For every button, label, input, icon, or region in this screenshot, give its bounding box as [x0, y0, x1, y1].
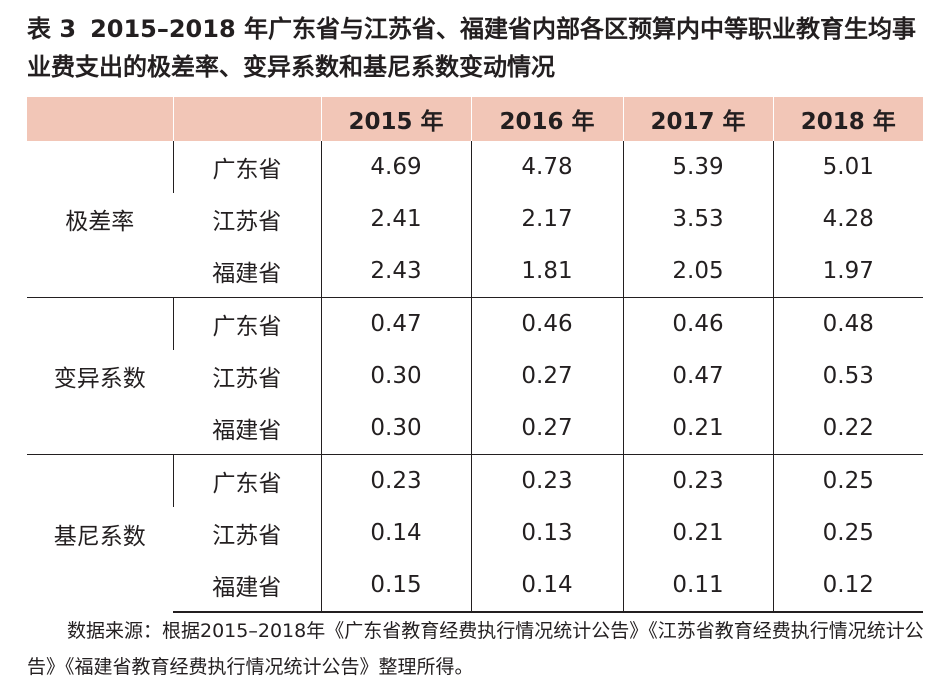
value-cell: 0.21: [622, 402, 773, 455]
value-cell: 4.78: [470, 141, 623, 193]
value-cell: 0.13: [470, 507, 623, 559]
value-cell: 0.25: [772, 454, 923, 507]
group-label: 变异系数: [27, 297, 173, 455]
value-cell: 4.69: [320, 141, 471, 193]
value-cell: 0.23: [622, 454, 773, 507]
value-cell: 0.14: [470, 559, 623, 613]
table-row: 福建省 0.15 0.14 0.11 0.12: [27, 559, 923, 613]
value-cell: 0.47: [622, 350, 773, 402]
header-cell-group: [27, 97, 173, 141]
header-cell-2018: 2018 年: [772, 97, 923, 141]
table-row: 福建省 0.30 0.27 0.21 0.22: [27, 402, 923, 455]
province-cell: 江苏省: [212, 523, 282, 549]
value-cell: 0.27: [470, 402, 623, 455]
table-row: 江苏省 2.41 2.17 3.53 4.28: [27, 193, 923, 245]
value-cell: 0.30: [320, 350, 471, 402]
value-cell: 0.11: [622, 559, 773, 613]
table-row: 极差率 广东省 4.69 4.78 5.39 5.01: [27, 141, 923, 235]
value-cell: 3.53: [622, 193, 773, 245]
data-table-container: 2015 年 2016 年 2017 年 2018 年 极差率 广东省 4.69…: [27, 97, 923, 613]
value-cell: 0.25: [772, 507, 923, 559]
value-cell: 0.15: [320, 559, 471, 613]
value-cell: 1.97: [772, 245, 923, 298]
value-cell: 0.46: [470, 297, 623, 350]
table-row: 江苏省 0.14 0.13 0.21 0.25: [27, 507, 923, 559]
province-cell: 福建省: [212, 261, 282, 287]
province-cell: 广东省: [172, 454, 321, 507]
province-cell: 江苏省: [212, 366, 282, 392]
value-cell: 0.30: [320, 402, 471, 455]
value-cell: 0.47: [320, 297, 471, 350]
table-header-row: 2015 年 2016 年 2017 年 2018 年: [27, 97, 923, 141]
province-cell: 广东省: [172, 297, 321, 350]
source-note: 数据来源：根据2015–2018年《广东省教育经费执行情况统计公告》《江苏省教育…: [27, 620, 924, 678]
province-cell: 广东省: [172, 141, 321, 193]
value-cell: 0.48: [772, 297, 923, 350]
table-row: 基尼系数 广东省 0.23 0.23 0.23 0.25: [27, 454, 923, 612]
table-row: 江苏省 0.30 0.27 0.47 0.53: [27, 350, 923, 402]
table-title-text: 2015–2018 年广东省与江苏省、福建省内部各区预算内中等职业教育生均事业费…: [27, 15, 917, 81]
value-cell: 5.01: [772, 141, 923, 193]
province-cell: 福建省: [173, 559, 321, 613]
value-cell: 0.21: [622, 507, 773, 559]
value-cell: 0.23: [320, 454, 471, 507]
value-cell: 2.41: [320, 193, 471, 245]
table-row: 变异系数 广东省 0.47 0.46 0.46 0.48: [27, 297, 923, 455]
header-cell-2016: 2016 年: [470, 97, 623, 141]
value-cell: 2.17: [470, 193, 623, 245]
value-cell: 0.53: [772, 350, 923, 402]
table-row: 福建省 2.43 1.81 2.05 1.97: [27, 245, 923, 298]
value-cell: 0.22: [772, 402, 923, 455]
header-cell-2015: 2015 年: [320, 97, 471, 141]
province-cell: 江苏省: [212, 209, 282, 235]
value-cell: 0.14: [320, 507, 471, 559]
value-cell: 1.81: [470, 245, 623, 298]
group-label: 极差率: [65, 209, 135, 235]
value-cell: 4.28: [772, 193, 923, 245]
value-cell: 2.43: [320, 245, 471, 298]
header-cell-province: [172, 97, 321, 141]
value-cell: 0.46: [622, 297, 773, 350]
table-title: 表 3 2015–2018 年广东省与江苏省、福建省内部各区预算内中等职业教育生均…: [27, 10, 932, 86]
value-cell: 0.23: [470, 454, 623, 507]
value-cell: 0.12: [772, 559, 923, 613]
header-cell-2017: 2017 年: [622, 97, 773, 141]
group-label: 基尼系数: [27, 454, 173, 612]
province-cell: 福建省: [212, 418, 282, 444]
table-number: 表 3: [27, 15, 77, 43]
data-table: 2015 年 2016 年 2017 年 2018 年 极差率 广东省 4.69…: [27, 97, 923, 613]
value-cell: 5.39: [622, 141, 773, 193]
value-cell: 2.05: [622, 245, 773, 298]
value-cell: 0.27: [470, 350, 623, 402]
